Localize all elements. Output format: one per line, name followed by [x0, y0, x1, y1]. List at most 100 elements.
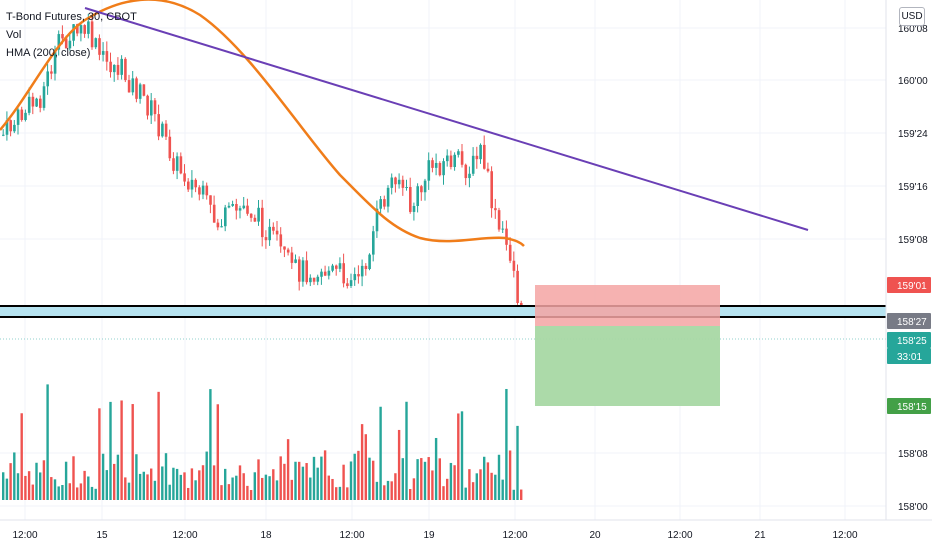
volume-bar [13, 452, 16, 500]
candle-body [394, 177, 397, 185]
volume-bar [298, 461, 301, 500]
candle-body [146, 95, 149, 116]
volume-bar [72, 456, 75, 500]
volume-bar [98, 408, 101, 500]
volume-bar [138, 473, 142, 500]
volume-bar [294, 461, 297, 500]
volume-bar [113, 463, 116, 500]
volume-bar [516, 425, 519, 500]
volume-bar [505, 388, 508, 500]
candle-body [46, 71, 49, 87]
candle-body [342, 263, 345, 284]
candle-body [205, 185, 209, 196]
volume-bar [353, 453, 356, 500]
symbol-title[interactable]: T-Bond Futures, 30, CBOT [6, 11, 137, 23]
volume-bar [372, 460, 375, 500]
x-tick-label: 12:00 [832, 530, 857, 541]
take-profit-zone[interactable] [535, 326, 720, 406]
volume-bar [205, 451, 208, 500]
candle-body [35, 98, 38, 107]
volume-bar [261, 477, 264, 500]
candle-body [390, 177, 394, 188]
candle-body [179, 156, 183, 174]
candle-body [505, 228, 508, 245]
price-badge-last-price [887, 332, 931, 348]
volume-bar [401, 458, 404, 500]
candle-body [516, 270, 519, 303]
volume-bar [264, 474, 268, 500]
volume-bar [16, 473, 20, 500]
volume-bar [316, 467, 319, 500]
volume-bar [120, 400, 123, 500]
x-tick-label: 12:00 [502, 530, 527, 541]
volume-bar [520, 489, 523, 500]
y-tick-label: 160'08 [898, 24, 928, 35]
candle-body [216, 222, 220, 228]
candle-body [442, 161, 445, 176]
hma-line [0, 0, 525, 247]
candle-body [446, 155, 449, 162]
volume-bar [286, 439, 290, 500]
volume-bar [212, 465, 216, 500]
candle-body [357, 274, 360, 277]
candle-body [142, 84, 146, 96]
volume-bar [272, 469, 275, 500]
volume-bar [416, 459, 419, 500]
volume-bar [46, 384, 49, 500]
candle-body [187, 181, 190, 190]
volume-bar [290, 479, 293, 500]
candle-body [457, 151, 460, 155]
volume-bar [490, 472, 493, 500]
volume-bar [24, 475, 27, 500]
candle-body [131, 78, 135, 93]
hma-indicator-label[interactable]: HMA (200, close) [6, 47, 91, 59]
candle-body [434, 162, 438, 168]
y-tick-label: 160'00 [898, 76, 928, 87]
candle-body [316, 276, 320, 282]
candle-body [438, 162, 442, 176]
volume-bar [142, 471, 145, 500]
candle-body [5, 120, 9, 135]
volume-bar [76, 487, 79, 500]
candle-body [83, 25, 86, 34]
volume-bar [216, 404, 219, 500]
candle-body [286, 249, 290, 253]
candle-body [198, 187, 201, 195]
stop-loss-zone[interactable] [535, 285, 720, 326]
volume-bar [368, 457, 371, 500]
volume-bar [483, 456, 486, 500]
volume-bar [442, 486, 445, 500]
volume-bar [246, 485, 249, 500]
volume-bar [94, 488, 97, 500]
price-badge-stop-loss [887, 277, 931, 293]
volume-indicator-label[interactable]: Vol [6, 29, 22, 41]
volume-bar [5, 478, 9, 500]
volume-bar [227, 484, 231, 500]
candle-body [168, 136, 172, 159]
candle-body [508, 244, 512, 261]
candle-body [242, 205, 246, 209]
candle-body [135, 78, 138, 99]
candle-body [190, 179, 194, 190]
candle-body [116, 64, 120, 75]
candle-body [13, 124, 16, 132]
candle-body [64, 38, 68, 49]
price-badge-label: 158'25 [897, 336, 927, 347]
candle-body [231, 203, 234, 206]
volume-bar [394, 473, 397, 500]
candle-body [164, 123, 168, 137]
volume-bar [257, 459, 260, 500]
volume-bar [27, 471, 31, 500]
y-tick-label: 159'24 [898, 129, 928, 140]
volume-bar [475, 473, 478, 500]
candle-body [494, 208, 497, 211]
trendline[interactable] [84, 7, 809, 231]
candle-body [127, 80, 131, 93]
currency-button[interactable]: USD [899, 7, 925, 26]
candle-body [453, 154, 456, 168]
candle-body [264, 237, 268, 241]
candle-body [305, 260, 308, 283]
candle-body [227, 205, 231, 208]
